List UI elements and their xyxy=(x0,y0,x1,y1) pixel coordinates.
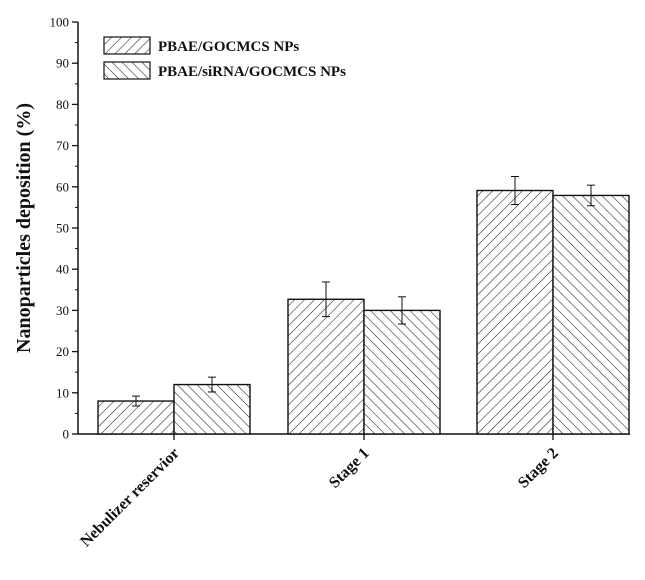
y-tick-label: 60 xyxy=(56,179,69,194)
y-tick-label: 20 xyxy=(56,344,69,359)
y-tick-label: 0 xyxy=(63,427,70,442)
bars xyxy=(97,189,630,435)
error-bars xyxy=(132,176,595,407)
bar-pbae-gocmcs xyxy=(97,400,175,435)
x-category-label: Stage 2 xyxy=(515,445,562,492)
bar-pbae-gocmcs xyxy=(476,189,554,435)
bar-pbae-gocmcs xyxy=(287,298,365,435)
y-tick-label: 40 xyxy=(56,262,69,277)
y-tick-label: 90 xyxy=(56,56,69,71)
x-category-label: Stage 1 xyxy=(326,445,373,492)
legend-label: PBAE/GOCMCS NPs xyxy=(158,39,299,55)
x-category-label: Nebulizer reservior xyxy=(77,445,183,551)
bar-pbae-sirna-gocmcs xyxy=(363,309,441,435)
bar-pbae-sirna-gocmcs xyxy=(173,383,251,435)
bar-pbae-sirna-gocmcs xyxy=(552,194,630,435)
legend: PBAE/GOCMCS NPs PBAE/siRNA/GOCMCS NPs xyxy=(103,36,346,80)
y-tick-label: 100 xyxy=(50,15,70,30)
y-tick-label: 10 xyxy=(56,385,69,400)
y-tick-label: 30 xyxy=(56,303,69,318)
legend-swatch xyxy=(103,36,151,55)
y-tick-label: 70 xyxy=(56,138,69,153)
y-tick-label: 50 xyxy=(56,221,69,236)
y-axis-label: Nanoparticles deposition (%) xyxy=(13,103,35,353)
y-tick-label: 80 xyxy=(56,97,69,112)
legend-swatch xyxy=(103,61,151,80)
legend-label: PBAE/siRNA/GOCMCS NPs xyxy=(158,64,346,80)
